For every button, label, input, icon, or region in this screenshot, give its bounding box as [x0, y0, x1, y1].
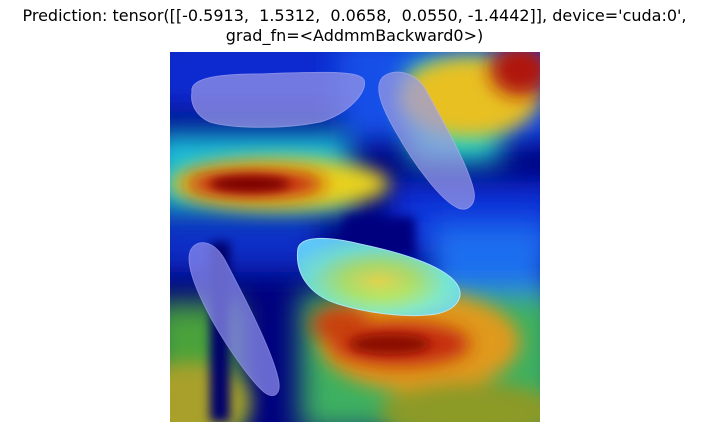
figure-title-line-1: Prediction: tensor([[-0.5913, 1.5312, 0.… — [22, 6, 687, 25]
heatmap-overlay-image — [170, 52, 540, 422]
figure-title-line-2: grad_fn=<AddmmBackward0>) — [225, 26, 484, 45]
figure-title: Prediction: tensor([[-0.5913, 1.5312, 0.… — [0, 6, 709, 46]
